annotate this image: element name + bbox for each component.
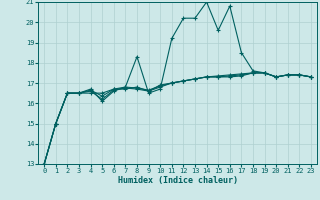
X-axis label: Humidex (Indice chaleur): Humidex (Indice chaleur) bbox=[118, 176, 238, 185]
